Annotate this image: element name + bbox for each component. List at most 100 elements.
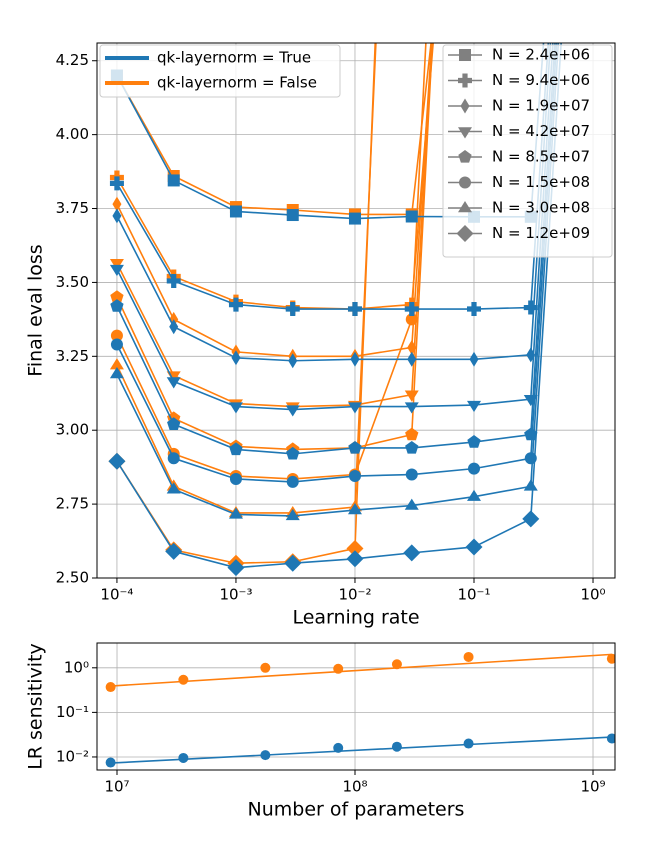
marker <box>285 508 300 521</box>
marker <box>167 174 180 187</box>
marker <box>467 489 481 501</box>
marker <box>348 212 361 225</box>
legend-label: qk-layernorm = False <box>157 74 317 92</box>
marker <box>229 472 242 485</box>
marker <box>458 201 472 213</box>
y-tick-label: 4.25 <box>56 51 89 69</box>
marker <box>288 353 298 369</box>
x-tick-label: 10⁰ <box>580 586 605 604</box>
legend-label: N = 9.4e+06 <box>492 71 590 89</box>
point <box>333 663 344 674</box>
marker <box>112 208 122 224</box>
axes-frame <box>96 642 616 771</box>
marker <box>523 300 538 315</box>
marker <box>286 475 299 488</box>
marker <box>228 507 243 519</box>
marker <box>467 462 480 475</box>
legend-label: N = 4.2e+07 <box>492 122 590 140</box>
marker <box>459 49 471 61</box>
marker <box>110 290 124 303</box>
legend-label: N = 1.9e+07 <box>492 97 590 115</box>
x-tick-label: 10⁻² <box>338 586 371 604</box>
marker <box>404 390 419 402</box>
marker <box>405 210 418 223</box>
marker <box>227 559 245 577</box>
marker <box>286 209 299 222</box>
marker <box>348 470 361 483</box>
point <box>391 741 402 752</box>
marker <box>458 73 472 88</box>
marker <box>404 302 419 317</box>
marker <box>109 358 124 370</box>
marker <box>109 259 124 271</box>
x-tick-label: 10⁷ <box>104 778 129 796</box>
y-tick-label: 3.25 <box>56 347 89 365</box>
marker <box>109 264 124 277</box>
marker <box>523 479 538 491</box>
y-axis-label: Final eval loss <box>25 244 47 376</box>
point <box>105 682 116 693</box>
legend-label: qk-layernorm = True <box>157 49 311 67</box>
marker <box>459 176 471 189</box>
axes-frame <box>96 42 616 579</box>
marker <box>109 176 124 191</box>
marker <box>347 302 362 317</box>
legend-label: N = 8.5e+07 <box>492 148 590 166</box>
marker <box>347 402 362 414</box>
x-tick-label: 10⁹ <box>580 778 605 796</box>
marker <box>405 313 418 326</box>
legend: N = 2.4e+06 N = 9.4e+06 N = 1.9e+07 N = 4.2… <box>442 44 613 258</box>
marker <box>228 402 243 414</box>
marker <box>108 452 126 470</box>
fit-line <box>110 736 612 764</box>
point <box>333 742 344 753</box>
marker <box>467 400 481 413</box>
marker <box>346 539 364 557</box>
point <box>606 733 615 744</box>
y-tick-label: 4.00 <box>56 125 89 143</box>
marker <box>456 225 474 242</box>
legend-label: N = 1.5e+08 <box>492 173 590 191</box>
marker <box>110 299 124 312</box>
marker <box>404 402 419 414</box>
fit-line <box>110 653 612 687</box>
marker <box>404 498 419 510</box>
point <box>391 659 402 670</box>
marker <box>110 338 123 351</box>
legend-box <box>99 44 341 98</box>
x-axis-label: Learning rate <box>292 607 419 629</box>
marker <box>109 367 124 379</box>
legend-box <box>442 44 613 258</box>
legend: qk-layernorm = True qk-layernorm = False <box>99 44 341 98</box>
marker <box>165 542 183 560</box>
x-tick-label: 10⁻¹ <box>457 586 490 604</box>
marker <box>284 554 302 572</box>
x-tick-label: 10⁻³ <box>219 586 252 604</box>
marker <box>348 440 362 454</box>
marker <box>467 435 481 448</box>
marker <box>460 98 470 114</box>
marker <box>286 446 300 460</box>
marker <box>458 127 472 139</box>
legend-label: N = 3.0e+08 <box>492 199 590 217</box>
marker <box>166 482 181 494</box>
x-tick-label: 10⁸ <box>342 778 367 796</box>
y-tick-label: 3.75 <box>56 199 89 217</box>
y-tick-label: 10⁻¹ <box>56 703 89 721</box>
legend-label: N = 2.4e+06 <box>492 46 590 64</box>
marker <box>405 468 418 481</box>
marker <box>347 503 362 515</box>
x-tick-label: 10⁻⁴ <box>100 586 133 604</box>
y-tick-label: 2.50 <box>56 569 89 587</box>
marker <box>166 377 181 389</box>
marker <box>167 452 180 465</box>
y-tick-label: 3.50 <box>56 273 89 291</box>
marker <box>522 510 540 528</box>
marker <box>350 351 360 367</box>
marker <box>465 538 483 556</box>
plot-area <box>105 651 615 768</box>
point <box>606 653 615 664</box>
y-tick-label: 10⁻² <box>56 747 89 765</box>
marker <box>458 150 472 163</box>
marker <box>110 329 123 342</box>
